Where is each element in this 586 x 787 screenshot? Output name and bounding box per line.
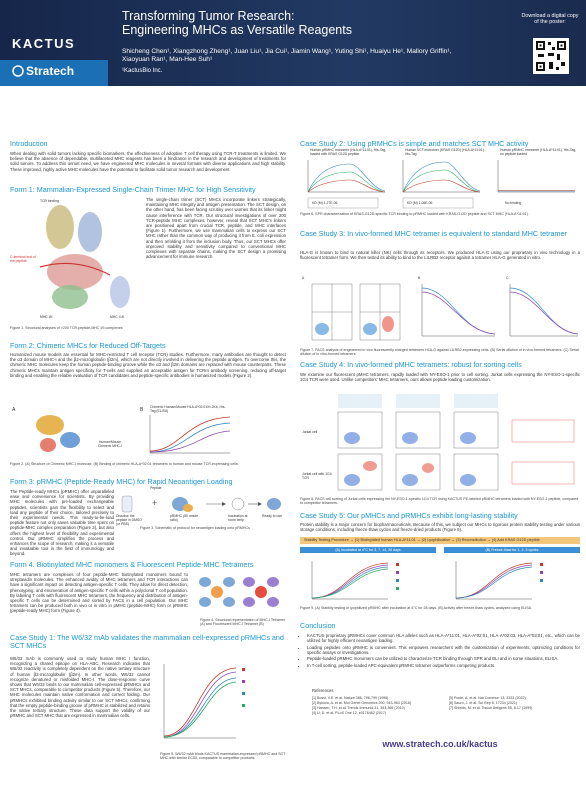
section-text: The Peptide-ready MHCs (pRMHC) offer unp… — [10, 489, 114, 557]
figure-label: TCR binding — [40, 199, 59, 203]
footer-url[interactable]: www.stratech.co.uk/kactus — [382, 739, 498, 749]
reference: [6] Sauro, J. et al. Sci Rep 8, 17234 (2… — [449, 701, 518, 705]
section-heading: Form 1: Mammalian-Expressed Single-Chain… — [10, 185, 256, 194]
section-text: MHC tetramers are complexes of four pept… — [10, 572, 188, 614]
panel-title: Human pRMHC monomer (HLA-A*11:01), His-T… — [310, 148, 387, 156]
conclusion-bullet: In T-cell sorting, peptide-loaded APC-eq… — [307, 663, 580, 668]
figure-label: C-terminal end of the peptide — [10, 255, 37, 263]
figure-label: Dissolve the peptide in DMSO (or PBS) — [116, 514, 142, 526]
figure-label: MHC I/II — [40, 315, 53, 319]
bullet-list: KACTUS proprietary pRMHCs cover common H… — [300, 633, 580, 668]
figure-label: Peptide — [150, 486, 162, 490]
section-heading: Case Study 2: Using pRMHCs is simple and… — [300, 139, 529, 148]
figure-label: Ready to use — [262, 514, 282, 518]
figure-caption: Figure 8. FACS cell sorting of Jurkat ce… — [300, 497, 579, 506]
section-text: W6/32 mAb is commonly used to study huma… — [10, 656, 150, 719]
figure-label: Incubation at room temp — [228, 514, 248, 522]
section-heading: Case Study 1: The W6/32 mAb validates th… — [10, 633, 284, 650]
figure-6 — [307, 160, 575, 209]
section-heading: Conclusion — [300, 621, 336, 630]
section-text: HLA-G is known to bind to natural killer… — [300, 250, 580, 261]
figure-label: Human/Mouse Chimeric MHC-I — [97, 440, 123, 448]
reference: [7] Shields, M. et al. Tissue Antigens 5… — [449, 706, 533, 710]
figure-4 — [199, 577, 279, 607]
svg-text:B: B — [140, 407, 144, 413]
row-label: Jurkat cell — [302, 430, 318, 434]
figure-caption: Figure 5. W6/32 mAb binds KACTUS mammali… — [160, 752, 286, 761]
figure-caption: Figure 4. Structural representation of M… — [200, 618, 286, 627]
section-text: Protein stability is a major concern for… — [300, 522, 580, 533]
references-heading: References — [312, 688, 334, 693]
figure-2: A B — [12, 407, 231, 454]
figure-8 — [337, 394, 575, 491]
kd-value: No binding — [505, 201, 522, 205]
figure-label: Chimeric Human/Mouse HLA-A*02:01/H-2Kb, … — [150, 405, 226, 413]
download-text: Download a digital copy of the poster: — [521, 13, 579, 26]
figure-5 — [163, 664, 245, 739]
figure-caption: Figure 9. (A) Stability testing of lyoph… — [300, 606, 533, 610]
panel-label: B — [418, 276, 421, 280]
title: Transforming Tumor Research: Engineering… — [122, 9, 352, 37]
qr-code[interactable] — [533, 38, 569, 74]
partner-band — [0, 60, 108, 86]
row-label: Jurkat cell with 1G4 TCR — [302, 472, 332, 480]
figure-caption: Figure 2. (A) Structure of Chimeric MHC-… — [10, 462, 239, 466]
conclusion-list: KACTUS proprietary pRMHCs cover common H… — [300, 633, 580, 669]
conclusion-bullet: Peptide-loaded pRMHC monomers can be uti… — [307, 656, 580, 661]
figure-caption: Figure 3. Schematic of protocol for neoa… — [140, 526, 250, 530]
section-heading: Form 4. Biotinylated MHC monomers & Fluo… — [10, 560, 254, 569]
section-text: We examine our fluorescent pMHC tetramer… — [300, 372, 580, 383]
figure-caption: Figure 6. SPR characterization of KRAS-G… — [300, 212, 529, 216]
partner-icon — [12, 65, 24, 77]
panel-title: Human pRMHC monomer (HLA-A*11:01), His-T… — [500, 148, 577, 156]
section-text: The single-chain trimer (SCT) MHCs incor… — [146, 197, 286, 260]
title-line: Engineering MHCs as Versatile Reagents — [122, 23, 352, 37]
kd-value: KD (M) 1.06E-06 — [407, 201, 433, 205]
conclusion-bullet: Loading peptides onto pRMHC is convenien… — [307, 645, 580, 655]
section-heading: Case Study 4: In vivo-formed pMHC tetram… — [300, 360, 522, 369]
figure-9 — [311, 561, 543, 600]
reference: [4] Li, D. et al. PLoS One 12, e0176462 … — [312, 711, 387, 715]
figure-3: + — [121, 495, 281, 513]
kd-value: KD (M) 1.27E-06 — [312, 201, 338, 205]
panel-title: Human SCT monomer (KRAS G12D) (HLA-A*11:… — [405, 148, 485, 156]
panel-title: (B) Freeze-thaw for 1, 2, 3 cycles — [444, 547, 580, 553]
panel-label: A — [302, 276, 305, 280]
panel-label: C — [506, 276, 509, 280]
conclusion-bullet: KACTUS proprietary pRMHCs cover common H… — [307, 633, 580, 643]
figure-caption: Figure 1. Structural analyses of >200 TC… — [10, 326, 123, 330]
section-heading: Case Study 3: In vivo-formed MHC tetrame… — [300, 229, 567, 238]
reference: [1] Bossi, V.E. et al. Nature 386, 796-7… — [312, 696, 389, 700]
reference: [2] Bykova, A. et al. Mol Genet Genomics… — [312, 701, 412, 705]
reference: [5] Poole, A. et al. Nat Commun 13, 5333… — [449, 696, 526, 700]
section-heading: Introduction — [10, 139, 48, 148]
svg-text:+: + — [152, 498, 157, 508]
partner-logo: Stratech — [26, 64, 75, 78]
stability-banner: Stability Testing Procedure → (1) Biotin… — [300, 537, 580, 544]
affiliation: ¹KactusBio Inc. — [122, 68, 163, 74]
section-heading: Case Study 5: Our pMHCs and pRMHCs exhib… — [300, 511, 518, 520]
logo: KACTUS — [12, 36, 76, 51]
section-text: When dealing with solid tumors lacking s… — [10, 151, 286, 172]
figure-label: pRMHC (50 nmole ratio) — [170, 514, 199, 522]
svg-text:A: A — [12, 407, 16, 413]
reference: [3] Hansen, T.H. et al. Trends Immunol 3… — [312, 706, 405, 710]
panel-title: (A) Incubated at 4°C for 3, 7, 14, 28 da… — [300, 547, 436, 553]
section-heading: Form 3: pRMHC (Peptide-Ready MHC) for Ra… — [10, 477, 233, 486]
authors: Shicheng Chen¹, Xiangzhong Zheng¹, Juan … — [122, 48, 452, 63]
figure-1 — [39, 205, 130, 309]
figure-7 — [311, 283, 579, 341]
section-text: Humanized mouse models are essential for… — [10, 352, 286, 378]
figure-caption: Figure 7. FACS analysis of engineered in… — [300, 348, 579, 357]
title-line: Transforming Tumor Research: — [122, 9, 295, 23]
references-list: [1] Bossi, V.E. et al. Nature 386, 796-7… — [312, 696, 580, 716]
section-heading: Form 2: Chimeric MHCs for Reduced Off-Ta… — [10, 341, 166, 350]
figure-label: MHC II /II — [110, 315, 125, 319]
